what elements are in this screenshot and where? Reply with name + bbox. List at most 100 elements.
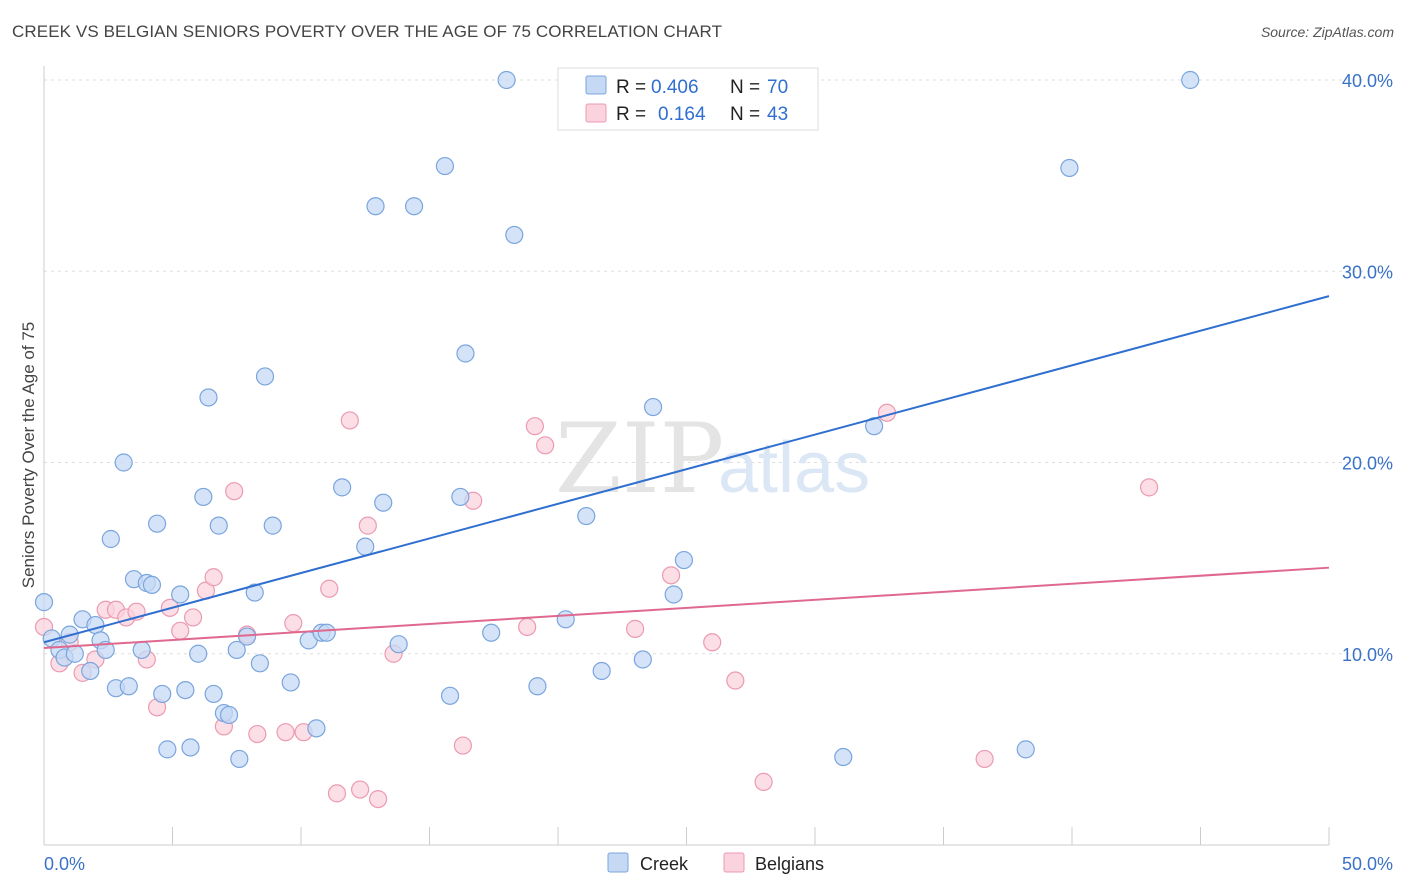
grid <box>44 79 1394 655</box>
belgians-point <box>320 579 339 598</box>
creek-point <box>176 680 195 700</box>
belgians-point <box>703 633 722 652</box>
creek-point <box>250 654 269 673</box>
creek-n-value: 70 <box>767 77 788 98</box>
creek-point <box>245 583 264 602</box>
legend-belgians-swatch <box>723 852 745 873</box>
creek-point <box>219 705 239 725</box>
creek-point <box>633 650 652 669</box>
series-legend: Creek Belgians <box>607 852 824 874</box>
belgians-n-value: 43 <box>767 104 788 125</box>
belgians-point <box>340 411 359 430</box>
source-credit: Source: ZipAtlas.com <box>1260 24 1394 40</box>
y-tick-label: 40.0% <box>1342 71 1393 91</box>
creek-point <box>171 585 190 604</box>
belgians-point <box>625 619 645 638</box>
creek-point <box>834 747 853 767</box>
belgians-point <box>726 671 745 690</box>
creek-point <box>435 156 455 176</box>
creek-point <box>230 749 249 769</box>
creek-point <box>147 514 167 533</box>
tick-labels: 10.0% 20.0% 30.0% 40.0% 0.0% 50.0% <box>44 71 1393 874</box>
y-axis-label: Seniors Poverty Over the Age of 75 <box>19 322 38 588</box>
watermark: ZIP atlas <box>555 403 870 515</box>
creek-point <box>199 388 218 407</box>
creek-r-label: R = <box>616 77 646 98</box>
creek-point <box>1016 740 1035 759</box>
creek-point <box>389 635 408 654</box>
creek-point <box>577 506 596 526</box>
creek-point <box>65 644 84 663</box>
creek-point <box>101 529 120 549</box>
creek-point <box>119 677 138 696</box>
creek-point <box>132 640 151 660</box>
creek-swatch <box>585 75 607 95</box>
creek-point <box>317 623 336 642</box>
belgians-point <box>754 772 773 791</box>
creek-trend-line <box>43 295 1330 644</box>
creek-point <box>366 197 385 216</box>
creek-point <box>281 673 300 692</box>
creek-point <box>114 453 133 472</box>
belgians-point <box>975 749 994 769</box>
creek-point <box>556 610 575 629</box>
creek-n-label: N = <box>730 77 760 98</box>
belgians-point <box>183 608 203 627</box>
y-tick-label: 10.0% <box>1342 645 1393 665</box>
y-tick-label: 20.0% <box>1342 454 1393 474</box>
belgians-point <box>453 736 473 755</box>
belgians-r-label: R = <box>616 104 646 125</box>
belgians-point <box>1139 478 1159 497</box>
creek-point <box>456 344 475 363</box>
axes <box>43 66 1330 846</box>
belgians-point <box>518 617 537 637</box>
creek-point <box>664 585 683 604</box>
creek-point <box>497 70 516 90</box>
belgians-point <box>248 724 267 744</box>
belgians-point <box>536 436 555 455</box>
creek-point <box>209 516 228 535</box>
belgians-point <box>369 789 388 809</box>
belgians-point <box>661 566 681 585</box>
creek-point <box>482 623 501 642</box>
series-creek-points <box>34 70 1200 769</box>
creek-point <box>255 367 275 386</box>
belgians-r-value: 0.164 <box>658 104 706 125</box>
belgians-trend-line <box>43 566 1330 650</box>
stats-legend: R = 0.406 N = 70 R = 0.164 N = 43 <box>557 67 819 131</box>
creek-point <box>374 493 393 512</box>
legend-belgians-label: Belgians <box>755 854 824 874</box>
creek-point <box>227 640 246 660</box>
creek-point <box>81 661 100 681</box>
belgians-point <box>276 723 295 742</box>
creek-point <box>356 537 375 556</box>
creek-point <box>96 640 115 660</box>
belgians-point <box>525 417 544 436</box>
belgians-point <box>204 568 223 587</box>
creek-point <box>674 550 694 570</box>
creek-point <box>142 575 162 595</box>
x-tick-label-max: 50.0% <box>1342 854 1393 874</box>
creek-point <box>643 397 663 417</box>
legend-creek-label: Creek <box>640 854 689 874</box>
belgians-swatch <box>585 103 607 123</box>
creek-point <box>263 516 282 535</box>
x-tick-label-min: 0.0% <box>44 854 85 874</box>
creek-point <box>181 738 200 757</box>
creek-point <box>592 661 611 681</box>
creek-point <box>34 593 54 612</box>
legend-creek-swatch <box>607 852 629 873</box>
belgians-n-label: N = <box>730 104 760 125</box>
creek-point <box>189 644 208 663</box>
belgians-point <box>351 780 370 799</box>
watermark-atlas: atlas <box>718 428 870 508</box>
creek-point <box>1060 158 1079 178</box>
creek-point <box>451 487 470 507</box>
belgians-point <box>358 516 377 535</box>
creek-point <box>404 197 424 216</box>
creek-point <box>528 677 547 696</box>
chart-title: CREEK VS BELGIAN SENIORS POVERTY OVER TH… <box>12 22 723 41</box>
belgians-point <box>284 614 303 633</box>
y-tick-label: 30.0% <box>1342 262 1393 282</box>
